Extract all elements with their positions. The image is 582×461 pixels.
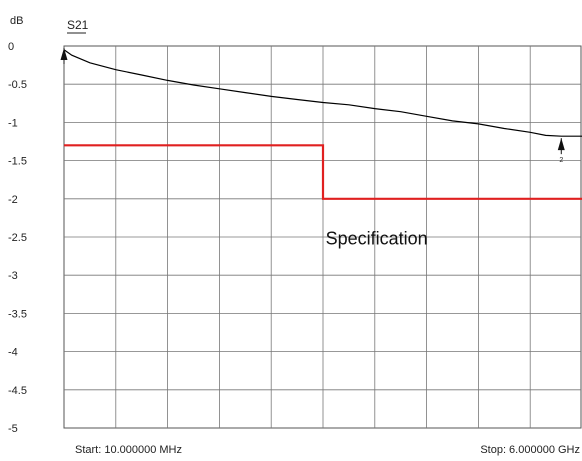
y-tick-label: -4	[8, 347, 18, 359]
start-frequency-label: Start: 10.000000 MHz	[75, 444, 182, 456]
series-line-s21	[63, 49, 582, 137]
y-tick-label: -3	[8, 270, 18, 282]
y-tick-label: -2	[8, 194, 18, 206]
y-tick-label: 0	[8, 41, 14, 53]
unit-label: dB	[10, 15, 23, 27]
chart-grid	[63, 45, 582, 429]
marker-layer: 2	[60, 48, 565, 164]
y-tick-label: -3.5	[8, 308, 27, 320]
y-tick-label: -2.5	[8, 232, 27, 244]
y-tick-label: -0.5	[8, 79, 27, 91]
series-layer	[63, 49, 582, 200]
y-tick-label: -4.5	[8, 385, 27, 397]
marker	[60, 48, 68, 64]
marker-number: 2	[559, 157, 563, 164]
stop-frequency-label: Stop: 6.000000 GHz	[480, 444, 580, 456]
y-tick-label: -1.5	[8, 156, 27, 168]
y-axis: 0 -0.5 -1 -1.5 -2 -2.5 -3 -3.5 -4 -4.5 -5	[8, 41, 27, 435]
annotation-specification: Specification	[326, 229, 428, 249]
y-tick-label: -5	[8, 423, 18, 435]
series-line-spec	[64, 144, 582, 200]
annotation-layer: Specification	[326, 229, 428, 249]
trace-label-s21: S21	[67, 18, 89, 32]
y-tick-label: -1	[8, 117, 18, 129]
marker: 2	[557, 138, 565, 164]
